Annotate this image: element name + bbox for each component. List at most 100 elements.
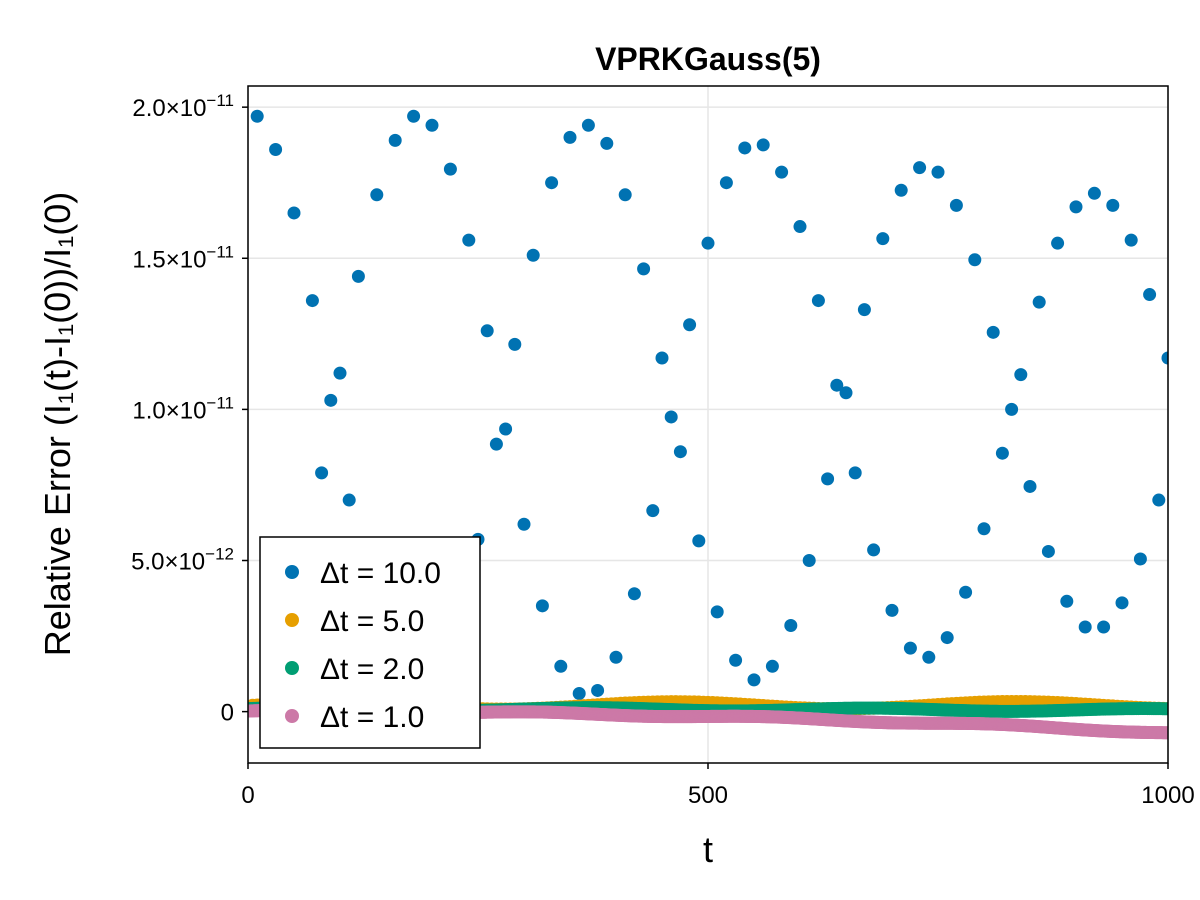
series-0-point-87 (1133, 552, 1147, 566)
legend-marker-1 (285, 613, 299, 627)
series-0-point-44 (738, 141, 752, 155)
series-0-point-47 (765, 659, 779, 673)
y-tick-label-2: 1.0×10−11 (132, 393, 234, 424)
series-0-point-29 (600, 136, 614, 150)
series-0-point-71 (986, 325, 1000, 339)
series-0-point-11 (407, 109, 421, 123)
series-0-point-68 (959, 585, 973, 599)
series-0-point-67 (949, 198, 963, 212)
series-0-point-8 (351, 269, 365, 283)
legend-marker-0 (285, 565, 299, 579)
series-0-point-51 (802, 554, 816, 568)
series-0-point-59 (876, 232, 890, 246)
chart-title: VPRKGauss(5) (595, 41, 821, 77)
series-0-point-77 (1041, 544, 1055, 558)
series-0-point-38 (683, 318, 697, 332)
series-0-point-35 (655, 351, 669, 365)
series-0-point-25 (563, 130, 577, 144)
series-0-point-43 (729, 653, 743, 667)
series-0-point-42 (719, 176, 733, 190)
series-0-point-66 (940, 631, 954, 645)
legend-label-1: Δt = 5.0 (320, 605, 424, 638)
series-0-point-76 (1032, 295, 1046, 309)
series-0-point-70 (977, 522, 991, 536)
series-0-point-62 (903, 641, 917, 655)
series-0-point-63 (913, 161, 927, 175)
x-axis-title: t (703, 829, 713, 870)
y-tick-label-4: 2.0×10−11 (132, 91, 234, 122)
series-0-point-22 (535, 599, 549, 613)
series-0-point-46 (756, 138, 770, 152)
series-0-point-14 (462, 233, 476, 247)
series-0 (250, 109, 1168, 700)
x-axis: 0 500 1000 (241, 763, 1195, 809)
series-0-point-72 (995, 446, 1009, 460)
series-0-point-37 (673, 445, 687, 459)
series-0-point-56 (848, 466, 862, 480)
series-0-point-3 (305, 294, 319, 308)
y-tick-label-0: 0 (221, 700, 234, 727)
series-0-point-58 (867, 543, 881, 557)
series-0-point-82 (1087, 186, 1101, 200)
series-0-point-74 (1014, 368, 1028, 382)
series-0-point-10 (388, 133, 402, 147)
series-0-point-45 (747, 673, 761, 687)
series-0-point-40 (701, 236, 715, 250)
series-0-point-4 (315, 466, 329, 480)
legend-label-2: Δt = 2.0 (320, 653, 424, 686)
legend-marker-3 (285, 709, 299, 723)
series-0-point-69 (968, 253, 982, 267)
series-0-point-30 (609, 650, 623, 664)
series-0-point-52 (811, 294, 825, 308)
series-0-point-65 (931, 165, 945, 179)
series-0-point-34 (646, 504, 660, 518)
series-0-point-7 (342, 493, 356, 507)
series-0-point-1 (269, 142, 283, 156)
series-0-point-12 (425, 118, 439, 132)
series-2-point-500 (1161, 702, 1168, 716)
series-0-point-16 (480, 324, 494, 338)
y-tick-label-3: 1.5×10−11 (132, 242, 234, 273)
series-0-point-19 (508, 337, 522, 351)
series-0-point-78 (1051, 236, 1065, 250)
series-0-point-21 (526, 248, 540, 262)
series-0-point-75 (1023, 479, 1037, 493)
series-0-point-17 (489, 437, 503, 451)
series-0-point-90 (1161, 351, 1168, 365)
series-0-point-9 (370, 188, 384, 202)
series-0-point-36 (664, 410, 678, 424)
series-0-point-39 (692, 534, 706, 548)
series-0-point-23 (545, 176, 559, 190)
series-0-point-57 (857, 303, 871, 317)
series-0-point-0 (250, 109, 264, 123)
series-0-point-31 (618, 188, 632, 202)
series-0-point-20 (517, 517, 531, 531)
series-0-point-5 (324, 393, 338, 407)
series-0-point-26 (572, 686, 586, 700)
series-0-point-41 (710, 605, 724, 619)
y-axis-title: Relative Error (I₁(t)-I₁(0))/I₁(0) (37, 192, 78, 656)
legend-marker-2 (285, 661, 299, 675)
series-0-point-49 (784, 618, 798, 632)
series-0-point-27 (581, 118, 595, 132)
series-0-point-80 (1069, 200, 1083, 214)
series-3-point-1000 (1161, 726, 1168, 740)
series-0-point-28 (591, 683, 605, 697)
series-0-point-32 (627, 587, 641, 601)
legend: Δt = 10.0 Δt = 5.0 Δt = 2.0 Δt = 1.0 (259, 536, 481, 749)
y-tick-label-1: 5.0×10−12 (131, 545, 234, 576)
x-tick-label-2: 1000 (1141, 782, 1194, 809)
series-0-point-48 (775, 165, 789, 179)
series-0-point-84 (1106, 198, 1120, 212)
series-0-point-79 (1060, 594, 1074, 608)
series-0-point-33 (637, 262, 651, 276)
series-0-point-53 (821, 472, 835, 486)
series-0-point-64 (922, 650, 936, 664)
x-tick-label-1: 500 (688, 782, 728, 809)
series-0-point-24 (554, 659, 568, 673)
series-0-point-89 (1152, 493, 1166, 507)
x-tick-label-0: 0 (241, 782, 254, 809)
series-0-point-18 (499, 422, 513, 436)
legend-label-0: Δt = 10.0 (320, 557, 441, 590)
